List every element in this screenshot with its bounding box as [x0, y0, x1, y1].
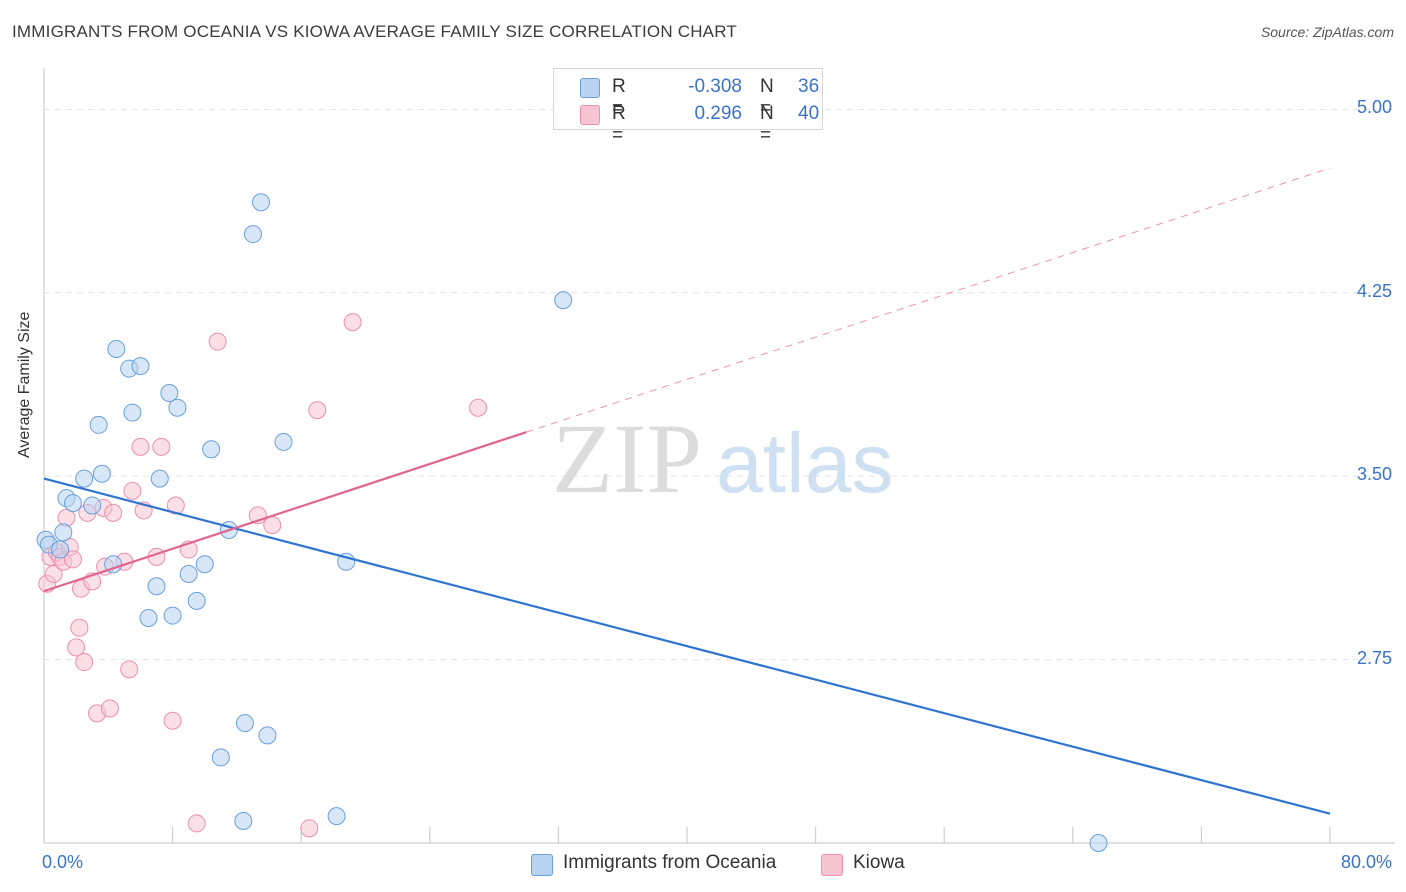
- kiowa-point: [308, 401, 327, 420]
- oceania-point: [202, 440, 221, 459]
- kiowa-point: [208, 332, 227, 351]
- kiowa-point: [263, 516, 282, 535]
- kiowa-point: [67, 638, 86, 657]
- legend-r-label: R =: [612, 103, 626, 146]
- oceania-point: [234, 811, 253, 830]
- oceania-point: [252, 193, 271, 212]
- oceania-point: [554, 291, 573, 310]
- oceania-point: [274, 432, 293, 451]
- oceania-point: [131, 357, 150, 376]
- kiowa-point: [70, 618, 89, 637]
- oceania-point: [54, 523, 73, 542]
- y-axis-label: Average Family Size: [16, 311, 33, 458]
- legend-swatch-blue: [580, 78, 600, 98]
- y-tick-label: 4.25: [1356, 280, 1392, 301]
- kiowa-trend-extension: [526, 167, 1331, 433]
- kiowa-point: [343, 313, 362, 332]
- kiowa-point: [100, 699, 119, 718]
- kiowa-point: [131, 437, 150, 456]
- oceania-point: [92, 464, 111, 483]
- kiowa-point: [469, 398, 488, 417]
- watermark-atlas: atlas: [716, 416, 893, 510]
- oceania-point: [187, 591, 206, 610]
- kiowa-point: [104, 503, 123, 522]
- legend-label-oceania: Immigrants from Oceania: [563, 852, 777, 873]
- legend-n-value: 36: [798, 76, 820, 97]
- legend-swatch-blue: [531, 854, 553, 876]
- legend-swatch-pink: [821, 854, 843, 876]
- oceania-point: [160, 384, 179, 403]
- oceania-point: [243, 225, 262, 244]
- oceania-point: [75, 469, 94, 488]
- oceania-point: [163, 606, 182, 625]
- legend-n-label: N =: [760, 103, 774, 146]
- oceania-point: [195, 555, 214, 574]
- legend-r-label: R =: [612, 76, 626, 119]
- oceania-point: [63, 494, 82, 513]
- y-tick-label: 3.50: [1356, 464, 1392, 485]
- oceania-point: [1089, 834, 1108, 852]
- kiowa-point: [44, 564, 63, 583]
- oceania-point: [83, 496, 102, 515]
- kiowa-point: [163, 711, 182, 730]
- oceania-point: [51, 540, 70, 559]
- kiowa-point: [75, 653, 94, 672]
- kiowa-points: [38, 313, 488, 838]
- legend-n-label: N =: [760, 76, 774, 119]
- kiowa-point: [152, 437, 171, 456]
- oceania-point: [147, 577, 166, 596]
- trend-lines: [43, 167, 1331, 815]
- oceania-point: [104, 555, 123, 574]
- kiowa-point: [63, 550, 82, 569]
- y-tick-label: 2.75: [1356, 647, 1392, 668]
- legend-r-value: -0.308: [688, 76, 742, 97]
- legend-n-value: 40: [798, 103, 820, 124]
- oceania-trend-line: [43, 477, 1331, 815]
- oceania-point: [139, 609, 158, 628]
- oceania-point: [258, 726, 277, 745]
- oceania-point: [327, 807, 346, 826]
- gridlines: [44, 108, 1395, 661]
- oceania-points: [36, 193, 1108, 852]
- oceania-point: [150, 469, 169, 488]
- kiowa-point: [187, 814, 206, 833]
- kiowa-point: [300, 819, 319, 838]
- kiowa-point: [123, 481, 142, 500]
- kiowa-trend-line: [43, 431, 527, 593]
- x-tick-max: 80.0%: [1340, 852, 1392, 872]
- axes: [43, 68, 1395, 844]
- legend-r-value: 0.296: [694, 103, 742, 124]
- chart-source: Source: ZipAtlas.com: [1260, 24, 1394, 40]
- oceania-point: [211, 748, 230, 767]
- chart-title: IMMIGRANTS FROM OCEANIA VS KIOWA AVERAGE…: [12, 22, 737, 41]
- kiowa-point: [120, 660, 139, 679]
- legend-swatch-pink: [580, 105, 600, 125]
- oceania-point: [89, 415, 108, 434]
- correlation-legend: R = -0.308 N = 36 R = 0.296 N = 40: [553, 68, 823, 146]
- oceania-point: [107, 340, 126, 359]
- x-tick-min: 0.0%: [42, 852, 84, 872]
- oceania-point: [168, 398, 187, 417]
- legend-label-kiowa: Kiowa: [853, 852, 905, 873]
- watermark: ZIP atlas: [552, 403, 893, 514]
- oceania-point: [235, 714, 254, 733]
- watermark-zip: ZIP: [552, 403, 702, 514]
- oceania-point: [123, 403, 142, 422]
- y-tick-label: 5.00: [1356, 97, 1392, 118]
- oceania-point: [179, 564, 198, 583]
